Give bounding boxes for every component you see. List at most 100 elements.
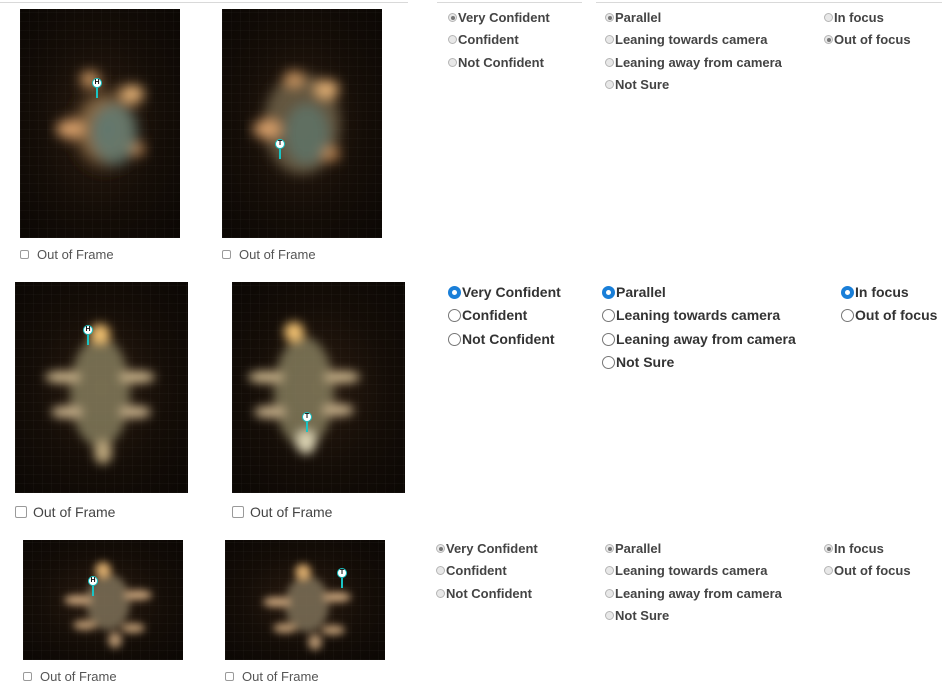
orientation-option[interactable]: Leaning away from camera (605, 586, 782, 601)
orientation-option[interactable]: Not Sure (605, 608, 669, 623)
head-marker[interactable]: H (83, 325, 93, 345)
out-of-frame-label: Out of Frame (33, 504, 116, 520)
radio-button[interactable] (605, 589, 614, 598)
radio-button[interactable] (602, 285, 615, 299)
radio-button[interactable] (448, 332, 461, 346)
specimen-blob (45, 324, 155, 464)
focus-option[interactable]: In focus (824, 10, 884, 25)
out-of-frame-checkbox[interactable]: Out of Frame (20, 247, 114, 262)
out-of-frame-checkbox[interactable]: Out of Frame (23, 669, 117, 684)
checkbox-box[interactable] (23, 672, 32, 681)
confidence-option[interactable]: Confident (436, 563, 507, 578)
focus-option[interactable]: In focus (824, 541, 884, 556)
confidence-option[interactable]: Confident (448, 32, 519, 47)
confidence-option[interactable]: Confident (448, 307, 527, 323)
option-label: Leaning towards camera (615, 563, 768, 578)
out-of-frame-label: Out of Frame (242, 669, 319, 684)
confidence-option[interactable]: Very Confident (448, 10, 550, 25)
confidence-option[interactable]: Very Confident (448, 284, 561, 300)
focus-option[interactable]: Out of focus (841, 307, 937, 323)
tail-marker[interactable]: T (302, 412, 312, 432)
radio-button[interactable] (448, 35, 457, 44)
radio-button[interactable] (824, 35, 833, 44)
checkbox-box[interactable] (225, 672, 234, 681)
confidence-option[interactable]: Not Confident (436, 586, 532, 601)
radio-button[interactable] (602, 332, 615, 346)
head-marker[interactable]: H (92, 78, 102, 98)
checkbox-box[interactable] (20, 250, 29, 259)
option-label: Confident (462, 307, 528, 323)
orientation-option[interactable]: Leaning away from camera (605, 55, 782, 70)
specimen-image-head[interactable]: H (23, 540, 183, 660)
orientation-option[interactable]: Parallel (605, 10, 661, 25)
out-of-frame-checkbox[interactable]: Out of Frame (222, 247, 316, 262)
radio-button[interactable] (605, 13, 614, 22)
radio-button[interactable] (448, 13, 457, 22)
divider (0, 2, 408, 3)
radio-button[interactable] (605, 544, 614, 553)
radio-button[interactable] (824, 13, 833, 22)
radio-button[interactable] (448, 308, 461, 322)
radio-button[interactable] (841, 308, 854, 322)
radio-button[interactable] (436, 589, 445, 598)
specimen-blob (248, 322, 360, 454)
tail-marker-label: T (302, 412, 312, 422)
option-label: Very Confident (458, 10, 550, 25)
option-label: Leaning towards camera (615, 32, 768, 47)
radio-button[interactable] (605, 80, 614, 89)
radio-button[interactable] (605, 566, 614, 575)
tail-marker[interactable]: T (337, 568, 347, 588)
specimen-image-tail[interactable]: T (225, 540, 385, 660)
head-marker[interactable]: H (88, 576, 98, 596)
radio-button[interactable] (448, 58, 457, 67)
radio-button[interactable] (841, 285, 854, 299)
confidence-option[interactable]: Not Confident (448, 55, 544, 70)
tail-marker[interactable]: T (275, 139, 285, 159)
checkbox-box[interactable] (232, 506, 244, 518)
focus-option[interactable]: Out of focus (824, 32, 911, 47)
specimen-image-tail[interactable]: T (232, 282, 405, 493)
checkbox-box[interactable] (222, 250, 231, 259)
specimen-image-tail[interactable]: T (222, 9, 382, 238)
option-label: Not Confident (446, 586, 532, 601)
out-of-frame-checkbox[interactable]: Out of Frame (225, 669, 319, 684)
option-label: Parallel (615, 541, 662, 556)
option-label: Parallel (615, 10, 662, 25)
orientation-option[interactable]: Not Sure (602, 354, 674, 370)
orientation-option[interactable]: Not Sure (605, 77, 669, 92)
radio-button[interactable] (602, 355, 615, 369)
radio-button[interactable] (605, 35, 614, 44)
out-of-frame-checkbox[interactable]: Out of Frame (15, 504, 115, 520)
focus-option[interactable]: Out of focus (824, 563, 911, 578)
option-label: Not Sure (616, 354, 675, 370)
option-label: Leaning away from camera (615, 55, 782, 70)
orientation-option[interactable]: Leaning away from camera (602, 331, 796, 347)
confidence-option[interactable]: Not Confident (448, 331, 555, 347)
orientation-option[interactable]: Parallel (602, 284, 666, 300)
orientation-option[interactable]: Leaning towards camera (605, 32, 767, 47)
radio-button[interactable] (436, 544, 445, 553)
out-of-frame-checkbox[interactable]: Out of Frame (232, 504, 332, 520)
focus-option[interactable]: In focus (841, 284, 909, 300)
radio-button[interactable] (824, 566, 833, 575)
radio-button[interactable] (602, 308, 615, 322)
orientation-option[interactable]: Leaning towards camera (602, 307, 780, 323)
radio-button[interactable] (605, 611, 614, 620)
tail-marker-label: T (275, 139, 285, 149)
specimen-image-head[interactable]: H (15, 282, 188, 493)
option-label: In focus (834, 10, 884, 25)
specimen-image-head[interactable]: H (20, 9, 180, 238)
confidence-option[interactable]: Very Confident (436, 541, 538, 556)
head-marker-label: H (88, 576, 98, 586)
out-of-frame-label: Out of Frame (40, 669, 117, 684)
divider (596, 2, 942, 3)
orientation-option[interactable]: Parallel (605, 541, 661, 556)
option-label: In focus (834, 541, 884, 556)
out-of-frame-label: Out of Frame (239, 247, 316, 262)
radio-button[interactable] (824, 544, 833, 553)
orientation-option[interactable]: Leaning towards camera (605, 563, 767, 578)
radio-button[interactable] (448, 285, 461, 299)
radio-button[interactable] (436, 566, 445, 575)
radio-button[interactable] (605, 58, 614, 67)
checkbox-box[interactable] (15, 506, 27, 518)
